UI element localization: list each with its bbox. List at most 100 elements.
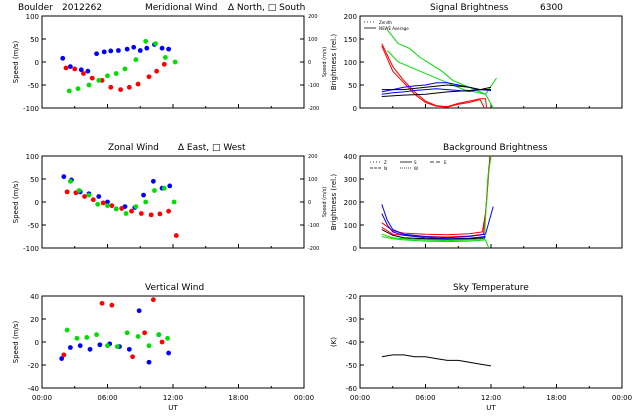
meridional-point	[154, 68, 160, 74]
zonal-title: Zonal Wind	[108, 143, 159, 153]
meridional-point	[144, 45, 150, 51]
background-legend-label: W	[414, 166, 418, 171]
sky-ytick-label: -50	[346, 362, 357, 370]
meridional-point	[72, 66, 78, 72]
zonal-ytick-label: 50	[30, 176, 39, 184]
zonal-y2label: Speed (m/s)	[322, 187, 328, 217]
meridional-point	[126, 84, 132, 90]
meridional-point	[67, 64, 73, 69]
zonal-point	[133, 204, 139, 210]
zonal-point	[109, 203, 115, 209]
zonal-point	[173, 233, 179, 238]
background-panel: 400 300 200 100 0 Brightness (rel.) ZN SW E	[330, 153, 623, 253]
meridional-point	[137, 48, 143, 53]
vertical-xtick-label: 18:00	[228, 394, 248, 402]
meridional-point	[124, 46, 130, 52]
header-date: 2012262	[62, 3, 102, 13]
vertical-point	[94, 332, 99, 338]
signal-panel: 200 150 100 50 0 Brightness (rel.) ZenithNSWE …	[330, 13, 623, 113]
meridional-point	[162, 55, 168, 60]
meridional-point	[135, 81, 141, 87]
sky-xtick-label: 06:00	[415, 394, 435, 402]
zonal-point	[123, 211, 129, 216]
vertical-ytick-label: 40	[30, 293, 39, 301]
zonal-ytick-label: -50	[28, 222, 39, 230]
background-legend-label: S	[414, 160, 417, 165]
meridional-point	[159, 45, 165, 51]
zonal-legend: ∆ East, □ West	[177, 143, 246, 153]
header-site: Boulder	[18, 3, 53, 13]
sky-ytick-label: -60	[346, 385, 357, 393]
meridional-ytick-label: -50	[28, 82, 39, 90]
meridional-point	[81, 71, 86, 76]
meridional-ytick-label: -100	[23, 105, 39, 113]
meridional-panel: 100 50 0 -50 -100 200 100 0 -100 -200 Speed (m/s) S…	[12, 13, 328, 113]
meridional-point	[122, 66, 128, 72]
vertical-point	[136, 308, 142, 314]
vertical-point	[124, 330, 130, 336]
zonal-point	[171, 199, 177, 205]
sky-line	[381, 354, 492, 367]
signal-line	[381, 89, 491, 97]
meridional-point	[172, 59, 178, 65]
meridional-ytick-label: 100	[26, 13, 39, 21]
sky-xtick-label: 00:00	[612, 394, 632, 402]
signal-data	[381, 29, 497, 108]
meridional-point	[60, 55, 66, 61]
background-legend-label: Z	[384, 160, 387, 165]
vertical-point	[126, 346, 132, 352]
zonal-ytick-label: 100	[26, 153, 39, 161]
zonal-point	[152, 188, 157, 193]
meridional-point	[146, 74, 152, 80]
vertical-xtick-label: 06:00	[97, 394, 117, 402]
meridional-data	[60, 38, 178, 94]
meridional-point	[161, 61, 167, 67]
sky-ytick-label: -20	[346, 293, 357, 301]
meridional-point	[63, 65, 69, 71]
signal-ytick-label: 200	[344, 13, 357, 21]
meridional-point	[153, 41, 158, 46]
zonal-point	[143, 199, 149, 205]
meridional-point	[118, 87, 123, 92]
zonal-point	[141, 192, 146, 198]
vertical-point	[156, 332, 162, 338]
vertical-point	[99, 300, 105, 306]
background-ytick-label: 300	[344, 176, 357, 184]
zonal-point	[105, 203, 110, 209]
titles: Boulder 2012262 Meridional Wind ∆ North,…	[18, 3, 563, 293]
meridional-point	[86, 82, 92, 88]
sky-ytick-label: -30	[346, 316, 357, 324]
meridional-ytick-label: 50	[30, 36, 39, 44]
vertical-xtick-label: 12:00	[163, 394, 183, 402]
background-line	[381, 156, 491, 238]
vertical-point	[97, 342, 103, 348]
signal-line	[386, 50, 494, 108]
zonal-point	[113, 206, 119, 212]
meridional-point	[78, 67, 84, 73]
sky-data	[381, 354, 492, 367]
vertical-point	[74, 335, 80, 341]
signal-line	[381, 88, 492, 95]
zonal-data	[61, 174, 179, 238]
zonal-point	[82, 194, 87, 199]
zonal-point	[64, 189, 70, 195]
zonal-point	[166, 208, 172, 214]
zonal-ytick-label: -100	[23, 245, 39, 253]
vertical-point	[159, 339, 165, 345]
vertical-point	[84, 335, 90, 340]
signal-ytick-label: 0	[353, 105, 357, 113]
background-line	[381, 156, 492, 236]
vertical-point	[130, 354, 136, 360]
vertical-point	[67, 345, 73, 350]
vertical-xlabel: UT	[168, 404, 178, 412]
meridional-point	[166, 46, 172, 52]
sky-ytick-label: -40	[346, 339, 357, 347]
signal-line	[386, 29, 497, 95]
zonal-ylabel: Speed (m/s)	[12, 181, 20, 224]
zonal-y2tick-label: 100	[308, 177, 318, 183]
zonal-y2tick-label: 0	[308, 200, 311, 206]
vertical-point	[146, 359, 152, 365]
signal-ytick-label: 150	[344, 36, 357, 44]
